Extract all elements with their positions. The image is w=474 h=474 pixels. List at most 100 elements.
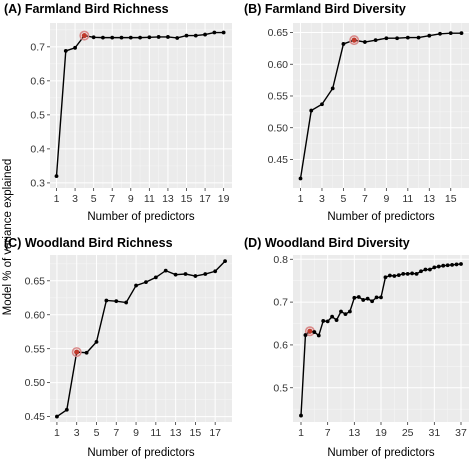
data-point: [396, 273, 401, 278]
data-point: [175, 36, 180, 40]
data-point: [330, 314, 335, 319]
chart-panel-1: (A) Farmland Bird Richness 0.3 0.4 0.5 0.6 0.…: [4, 2, 232, 223]
data-point: [212, 30, 217, 35]
data-point: [84, 350, 89, 355]
optimal-point-ring: [71, 347, 82, 358]
x-tick-label: 7: [362, 193, 368, 205]
y-tick-label: 0.5: [273, 382, 288, 394]
optimal-data-point: [74, 349, 80, 355]
data-point: [438, 31, 442, 36]
data-point: [213, 269, 218, 274]
x-tick-label: 15: [190, 427, 202, 439]
x-tick-label: 11: [402, 193, 413, 205]
x-tick-label: 37: [455, 427, 467, 439]
data-point: [144, 280, 148, 285]
plot-background: [50, 23, 232, 188]
data-point: [184, 33, 189, 38]
data-point: [104, 298, 109, 303]
chart-panel-2: (B) Farmland Bird Diversity 0.45 0.50 0.55 0…: [244, 2, 469, 223]
data-point: [363, 40, 367, 44]
data-point: [63, 48, 68, 53]
data-point: [193, 274, 198, 278]
x-tick-label: 1: [298, 427, 304, 439]
y-tick-label: 0.7: [273, 297, 288, 309]
data-point: [401, 271, 406, 276]
x-tick-label: 5: [94, 427, 100, 439]
optimal-data-point: [307, 328, 313, 334]
y-tick-label: 0.7: [30, 41, 45, 53]
panels-group: (A) Farmland Bird Richness 0.3 0.4 0.5 0.6 0.…: [4, 2, 469, 459]
data-point: [370, 299, 375, 304]
y-tick-label: 0.8: [273, 254, 288, 266]
y-tick-label: 0.65: [25, 275, 46, 287]
x-tick-label: 15: [445, 193, 457, 205]
data-point: [454, 262, 459, 267]
chart-panel-4: (D) Woodland Bird Diversity 0.5 0.6 0.7 0.8 1…: [244, 236, 469, 459]
x-tick-label: 1: [298, 193, 304, 205]
data-point: [221, 30, 226, 35]
data-point: [341, 42, 346, 46]
data-point: [414, 271, 419, 276]
x-tick-label: 19: [218, 193, 230, 205]
data-point: [379, 295, 383, 300]
x-tick-label: 17: [199, 193, 211, 205]
data-point: [309, 108, 314, 113]
data-point: [55, 414, 59, 419]
data-point: [64, 407, 69, 412]
x-tick-label: 1: [54, 193, 60, 205]
data-point: [153, 275, 158, 280]
data-point: [448, 31, 453, 36]
data-point: [203, 272, 208, 276]
x-tick-label: 3: [74, 427, 80, 439]
data-point: [419, 269, 423, 274]
panel-title: (C) Woodland Bird Richness: [4, 236, 173, 250]
data-point: [119, 35, 124, 40]
data-point: [94, 339, 99, 344]
data-point: [395, 36, 399, 41]
y-tick-label: 0.3: [30, 177, 45, 189]
data-point: [91, 35, 96, 40]
data-point: [347, 309, 352, 314]
x-tick-label: 3: [319, 193, 325, 205]
y-tick-label: 0.4: [30, 143, 45, 155]
data-point: [183, 272, 188, 276]
x-tick-label: 31: [428, 427, 440, 439]
data-point: [405, 271, 410, 276]
y-tick-label: 0.50: [268, 122, 289, 134]
data-point: [334, 318, 339, 322]
data-point: [320, 102, 324, 107]
x-tick-label: 5: [91, 193, 97, 205]
panel-title: (A) Farmland Bird Richness: [4, 2, 169, 16]
data-point: [134, 283, 138, 288]
data-point: [352, 295, 357, 300]
data-point: [203, 32, 207, 37]
y-tick-label: 0.60: [25, 309, 46, 321]
x-tick-label: 17: [209, 427, 221, 439]
y-tick-label: 0.55: [268, 91, 289, 103]
data-point: [365, 296, 370, 301]
data-point: [405, 35, 410, 40]
data-point: [383, 275, 388, 280]
data-point: [423, 267, 428, 272]
data-point: [392, 274, 397, 278]
x-tick-label: 9: [383, 193, 389, 205]
y-tick-label: 0.50: [25, 377, 46, 389]
x-axis-title: Number of predictors: [327, 211, 435, 223]
data-point: [299, 413, 303, 418]
data-point: [450, 262, 455, 267]
x-tick-label: 5: [341, 193, 347, 205]
panel-title: (B) Farmland Bird Diversity: [244, 2, 406, 16]
chart-panel-3: (C) Woodland Bird Richness 0.45 0.50 0.55 0.…: [4, 236, 232, 459]
y-tick-label: 0.45: [25, 411, 46, 423]
data-point: [441, 263, 446, 268]
data-point: [416, 35, 421, 40]
data-point: [339, 309, 343, 314]
data-point: [459, 262, 463, 266]
x-tick-label: 9: [128, 193, 134, 205]
x-tick-label: 13: [348, 427, 360, 439]
data-point: [73, 45, 77, 50]
shared-y-axis-title: Model % of variance explained: [2, 159, 14, 316]
data-point: [374, 295, 379, 300]
data-point: [173, 272, 178, 277]
x-tick-label: 11: [144, 193, 155, 205]
